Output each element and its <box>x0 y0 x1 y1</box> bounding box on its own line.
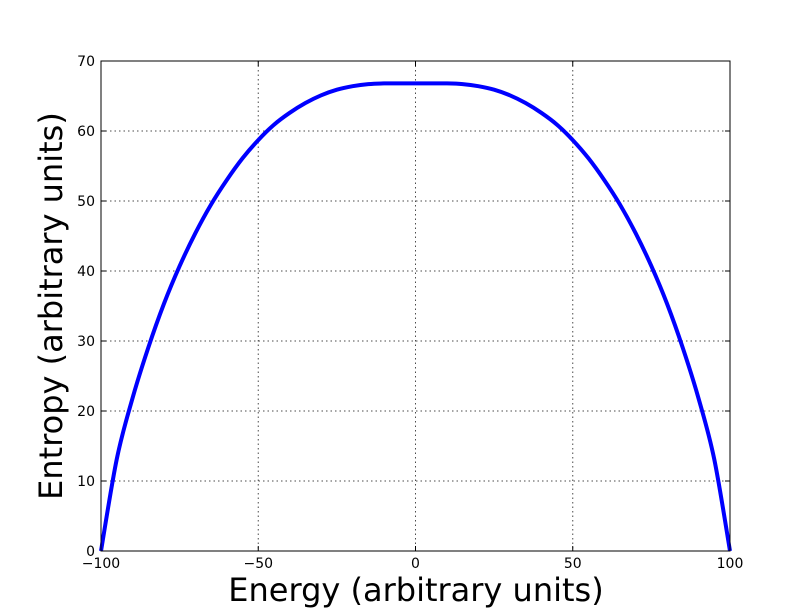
y-tick-label: 40 <box>77 264 95 280</box>
x-tick-label: 0 <box>411 556 420 572</box>
grid <box>101 61 730 551</box>
x-tick-label: −50 <box>243 556 273 572</box>
x-tick-label: 100 <box>717 556 744 572</box>
ticks <box>100 60 731 552</box>
x-tick-labels: −100 −50 0 50 100 <box>82 556 744 572</box>
y-tick-labels: 0 10 20 30 40 50 60 70 <box>77 54 95 560</box>
y-tick-label: 60 <box>77 124 95 140</box>
y-tick-label: 50 <box>77 194 95 210</box>
y-tick-label: 0 <box>86 544 95 560</box>
y-tick-label: 70 <box>77 54 95 70</box>
series-group <box>99 81 732 552</box>
x-tick-label: −100 <box>82 556 120 572</box>
y-tick-label: 10 <box>77 474 95 490</box>
y-axis-label: Entropy (arbitrary units) <box>32 112 70 500</box>
x-axis-label: Energy (arbitrary units) <box>228 571 603 609</box>
entropy-curve <box>99 81 732 552</box>
x-tick-label: 50 <box>564 556 582 572</box>
y-tick-label: 20 <box>77 404 95 420</box>
y-tick-label: 30 <box>77 334 95 350</box>
